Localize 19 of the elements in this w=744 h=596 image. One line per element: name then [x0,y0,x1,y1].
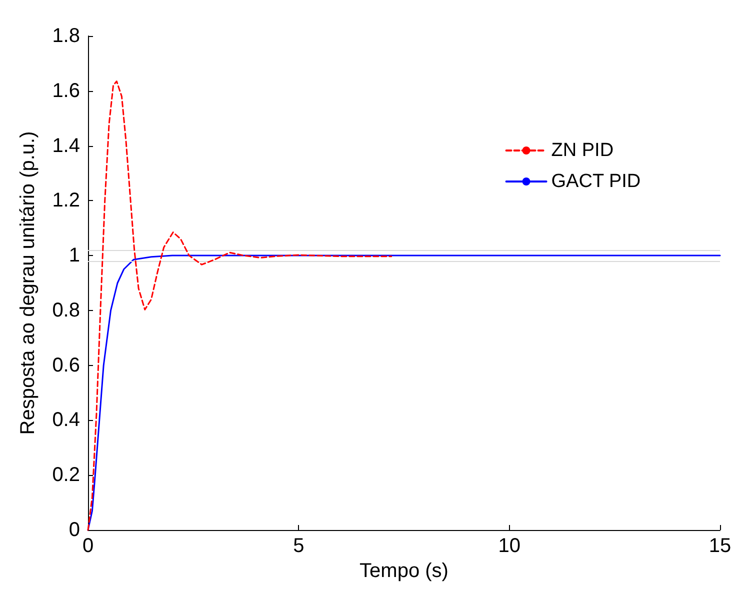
x-tick-label: 0 [82,535,94,557]
y-tick-label: 1.8 [52,25,80,47]
x-tick-label: 10 [498,535,520,557]
y-tick-label: 1.6 [52,80,80,102]
legend-label: GACT PID [551,171,641,192]
y-tick-label: 1.2 [52,190,80,212]
y-tick-label: 0.4 [52,409,80,432]
x-axis-title: Tempo (s) [360,560,448,582]
y-axis-title: Resposta ao degrau unitário (p.u.) [17,131,39,435]
y-tick-label: 0.6 [52,354,80,376]
legend-label: ZN PID [551,140,614,161]
y-tick-label: 1.4 [52,134,80,157]
y-tick-label: 0 [68,519,80,541]
line-series [87,80,392,531]
x-tick-label: 15 [708,535,732,557]
y-tick-label: 0.8 [52,299,80,322]
y-tick-label: 0.2 [52,464,80,486]
y-tick-label: 1 [68,244,80,267]
x-tick-label: 5 [293,535,304,557]
